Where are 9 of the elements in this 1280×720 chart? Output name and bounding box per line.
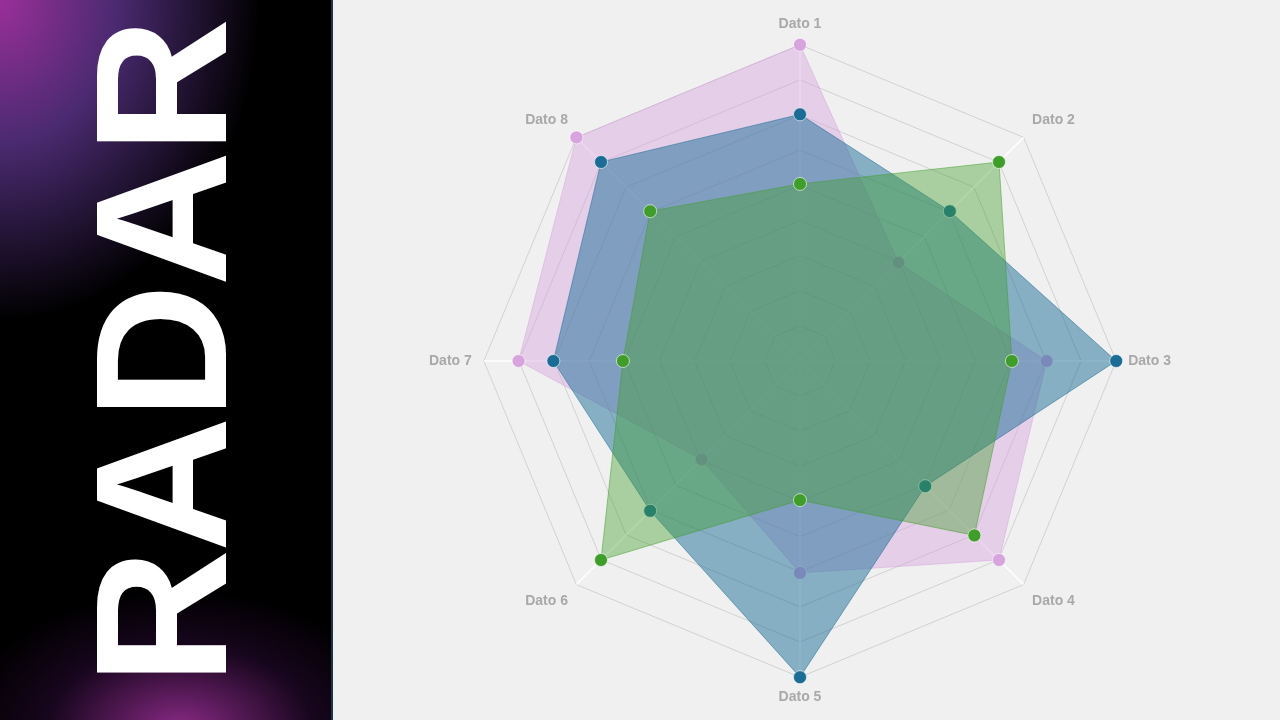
text: RADAR — [56, 21, 266, 685]
spoke-label: Dato 6 — [525, 592, 569, 609]
spoke-label: Dato 3 — [1128, 351, 1172, 368]
spoke-label: Dato 4 — [1032, 592, 1076, 609]
spoke-label: Dato 8 — [525, 111, 569, 128]
spoke-label: Dato 2 — [1032, 111, 1076, 128]
spoke-label: Dato 1 — [778, 15, 822, 32]
spoke-label: Dato 7 — [429, 351, 472, 368]
spoke-label: Dato 5 — [778, 688, 822, 705]
